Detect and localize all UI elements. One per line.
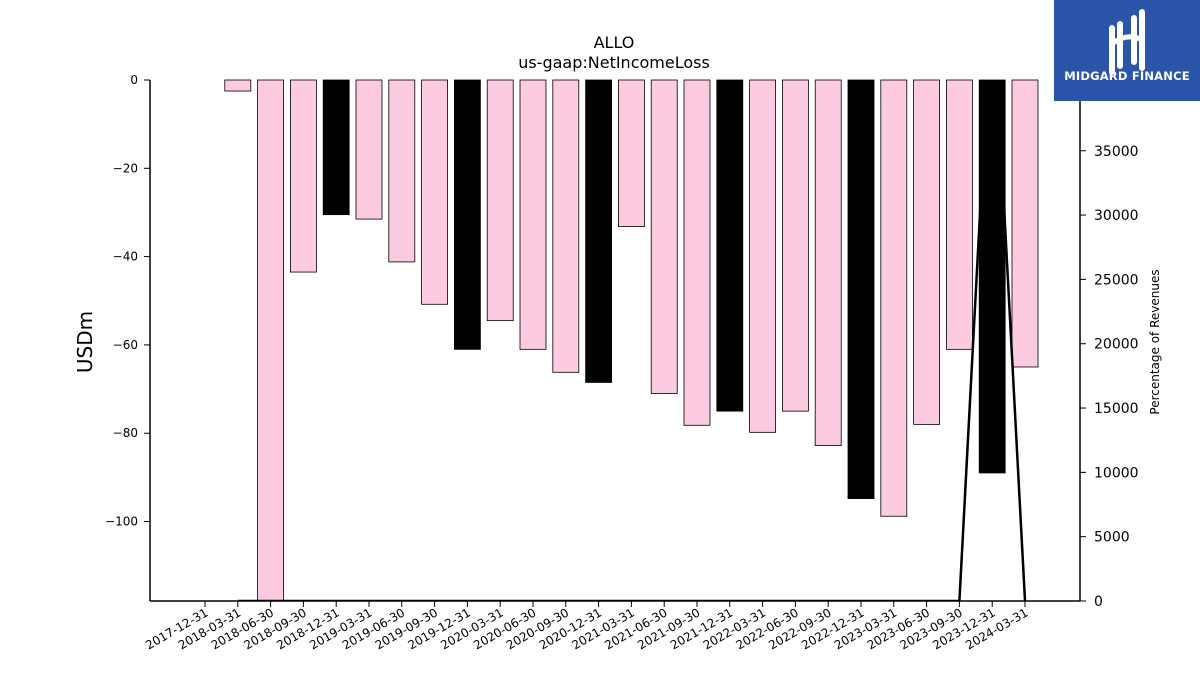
bar-2020-03-31 bbox=[486, 79, 514, 322]
bar-2020-06-30 bbox=[519, 79, 547, 350]
bar-2021-12-31 bbox=[716, 79, 744, 412]
y2-tick-label: 10000 bbox=[1094, 465, 1139, 481]
chart-subtitle: us-gaap:NetIncomeLoss bbox=[518, 53, 710, 72]
y-tick-label: −60 bbox=[113, 338, 138, 352]
y2-axis-label: Percentage of Revenues bbox=[1148, 269, 1162, 414]
bar-2019-12-31 bbox=[453, 79, 481, 350]
logo-mark-icon bbox=[1109, 9, 1145, 75]
bar-2022-12-31 bbox=[847, 79, 875, 499]
bar-2023-03-31 bbox=[880, 79, 908, 517]
y-tick-label: −80 bbox=[113, 426, 138, 440]
y-tick-label: −20 bbox=[113, 161, 138, 175]
y-axis-label: USDm bbox=[73, 311, 97, 373]
bar-2022-03-31 bbox=[749, 79, 776, 433]
bar-2019-06-30 bbox=[388, 79, 416, 263]
y2-tick-label: 30000 bbox=[1094, 208, 1139, 224]
bar-2018-09-30 bbox=[289, 79, 317, 273]
bar-2024-03-31 bbox=[1011, 79, 1039, 368]
brand-logo: MIDGARD FINANCE bbox=[1054, 0, 1200, 101]
brand-name: MIDGARD FINANCE bbox=[1064, 69, 1190, 83]
bar-2021-09-30 bbox=[683, 79, 711, 426]
chart-title: ALLO bbox=[594, 33, 635, 52]
bar-2020-12-31 bbox=[585, 79, 612, 383]
bar-2022-06-30 bbox=[782, 79, 809, 412]
bar-2021-06-30 bbox=[650, 79, 678, 394]
y2-tick-label: 25000 bbox=[1094, 272, 1139, 288]
y2-tick-label: 35000 bbox=[1094, 144, 1139, 160]
bar-2018-06-30 bbox=[257, 79, 285, 602]
y2-tick-label: 15000 bbox=[1094, 401, 1139, 417]
y-tick-label: −100 bbox=[105, 515, 138, 529]
bar-2023-09-30 bbox=[946, 79, 973, 350]
bar-series bbox=[224, 79, 1039, 602]
bar-2023-06-30 bbox=[913, 79, 940, 425]
bar-2021-03-31 bbox=[618, 79, 645, 227]
bar-2019-03-31 bbox=[355, 79, 383, 220]
y2-tick-label: 20000 bbox=[1094, 337, 1139, 353]
y-tick-label: 0 bbox=[130, 73, 138, 87]
bar-2018-03-31 bbox=[224, 79, 252, 92]
y2-tick-label: 5000 bbox=[1094, 530, 1130, 546]
bar-2020-09-30 bbox=[552, 79, 580, 373]
y-tick-label: −40 bbox=[113, 250, 138, 264]
bar-2019-09-30 bbox=[421, 79, 449, 305]
y2-tick-label: 0 bbox=[1094, 594, 1103, 610]
bar-2022-09-30 bbox=[814, 79, 842, 446]
bar-2018-12-31 bbox=[322, 79, 350, 216]
